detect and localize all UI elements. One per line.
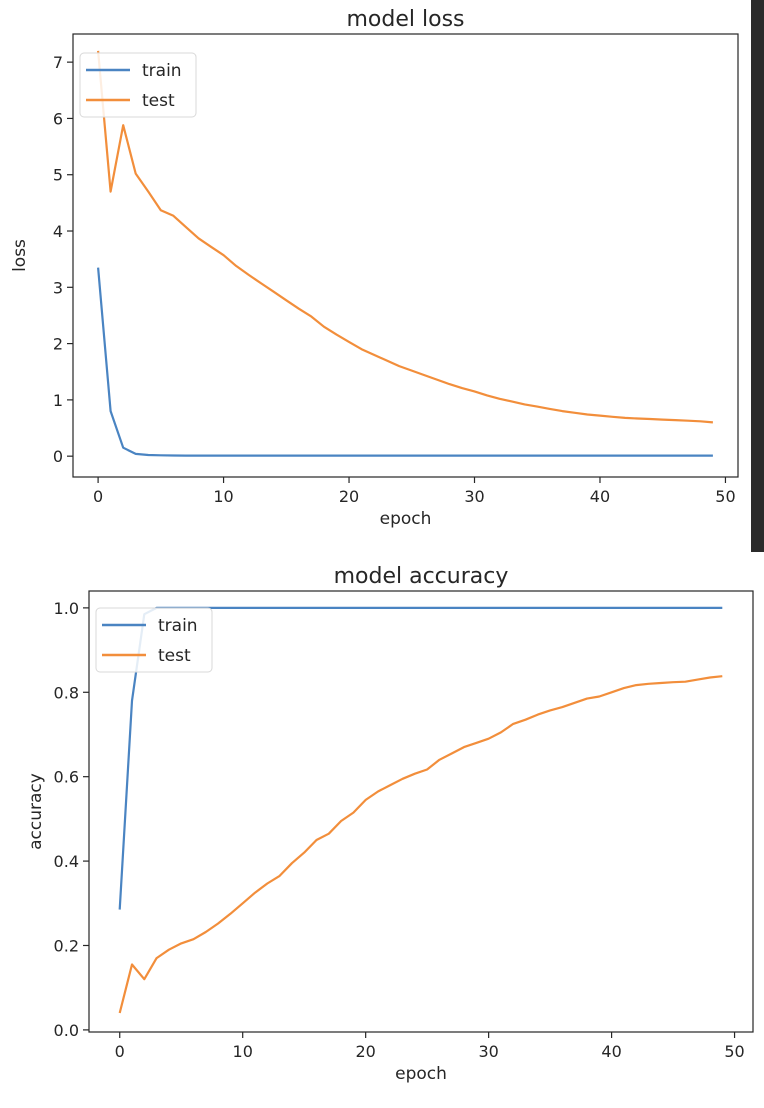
x-tick-label: 20 bbox=[339, 487, 359, 506]
y-tick-label: 5 bbox=[53, 166, 63, 185]
x-tick-label: 20 bbox=[355, 1042, 375, 1061]
scrollbar[interactable] bbox=[751, 0, 764, 552]
y-tick-label: 4 bbox=[53, 222, 63, 241]
x-tick-label: 50 bbox=[724, 1042, 744, 1061]
x-tick-label: 30 bbox=[478, 1042, 498, 1061]
x-axis-label: epoch bbox=[395, 1064, 447, 1084]
x-tick-label: 10 bbox=[233, 1042, 253, 1061]
x-tick-label: 0 bbox=[93, 487, 103, 506]
y-tick-label: 6 bbox=[53, 109, 63, 128]
x-tick-label: 10 bbox=[213, 487, 233, 506]
y-tick-label: 2 bbox=[53, 335, 63, 354]
plot-frame bbox=[88, 590, 754, 1033]
chart-title: model loss bbox=[347, 7, 465, 32]
x-tick-label: 40 bbox=[601, 1042, 621, 1061]
y-axis-label: accuracy bbox=[26, 773, 46, 850]
y-tick-label: 0.8 bbox=[54, 683, 79, 702]
chart-0: 0 10 20 30 40 50 0 1 2 3 4 5 6 7 model loss epoch loss tr… bbox=[10, 7, 739, 529]
plot-frame bbox=[72, 33, 739, 478]
legend: train test bbox=[95, 607, 213, 673]
y-tick-label: 0.2 bbox=[54, 936, 79, 955]
y-tick-label: 0.0 bbox=[54, 1021, 79, 1040]
y-tick-label: 0.6 bbox=[54, 768, 79, 787]
chart-title: model accuracy bbox=[334, 564, 509, 589]
x-tick-label: 30 bbox=[464, 487, 484, 506]
y-tick-label: 1.0 bbox=[54, 599, 79, 618]
x-axis-label: epoch bbox=[380, 509, 432, 529]
legend-label-test: test bbox=[142, 91, 175, 111]
series-line-test bbox=[118, 675, 723, 1014]
series-line-train bbox=[118, 606, 723, 910]
legend: train test bbox=[79, 52, 197, 118]
x-tick-label: 40 bbox=[590, 487, 610, 506]
legend-label-test: test bbox=[158, 646, 191, 666]
x-tick-label: 0 bbox=[115, 1042, 125, 1061]
legend-label-train: train bbox=[158, 616, 198, 636]
y-axis-label: loss bbox=[10, 239, 30, 272]
y-tick-label: 7 bbox=[53, 53, 63, 72]
y-tick-label: 0.4 bbox=[54, 852, 79, 871]
y-tick-label: 3 bbox=[53, 278, 63, 297]
series-line-test bbox=[97, 50, 713, 424]
x-tick-label: 50 bbox=[715, 487, 735, 506]
y-tick-label: 1 bbox=[53, 391, 63, 410]
chart-1: 0 10 20 30 40 50 0.0 0.2 0.4 0.6 0.8 1.0 model accur… bbox=[26, 564, 754, 1084]
series-line-train bbox=[97, 267, 713, 457]
legend-label-train: train bbox=[142, 61, 182, 81]
y-tick-label: 0 bbox=[53, 447, 63, 466]
